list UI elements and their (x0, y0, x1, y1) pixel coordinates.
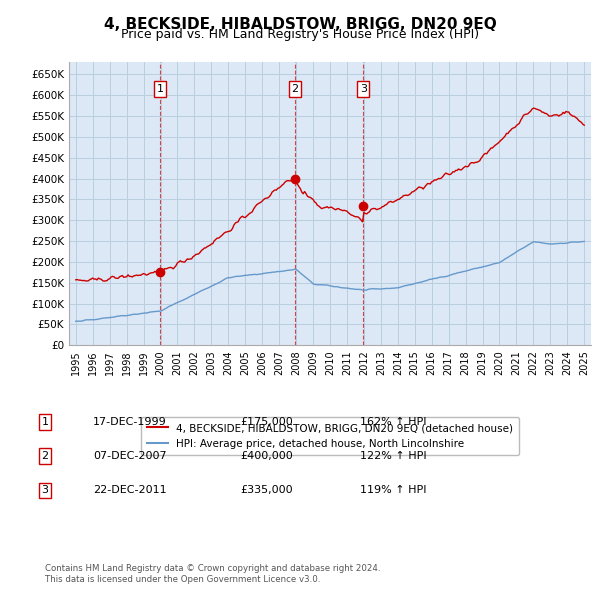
Text: 162% ↑ HPI: 162% ↑ HPI (360, 417, 427, 427)
Text: 3: 3 (41, 486, 49, 495)
Text: 3: 3 (360, 84, 367, 94)
Text: £335,000: £335,000 (240, 486, 293, 495)
Text: 22-DEC-2011: 22-DEC-2011 (93, 486, 167, 495)
Text: This data is licensed under the Open Government Licence v3.0.: This data is licensed under the Open Gov… (45, 575, 320, 584)
Text: £400,000: £400,000 (240, 451, 293, 461)
Legend: 4, BECKSIDE, HIBALDSTOW, BRIGG, DN20 9EQ (detached house), HPI: Average price, d: 4, BECKSIDE, HIBALDSTOW, BRIGG, DN20 9EQ… (140, 417, 520, 455)
Text: Contains HM Land Registry data © Crown copyright and database right 2024.: Contains HM Land Registry data © Crown c… (45, 565, 380, 573)
Text: 1: 1 (41, 417, 49, 427)
Text: 17-DEC-1999: 17-DEC-1999 (93, 417, 167, 427)
Text: 2: 2 (41, 451, 49, 461)
Text: Price paid vs. HM Land Registry's House Price Index (HPI): Price paid vs. HM Land Registry's House … (121, 28, 479, 41)
Text: 07-DEC-2007: 07-DEC-2007 (93, 451, 167, 461)
Text: 4, BECKSIDE, HIBALDSTOW, BRIGG, DN20 9EQ: 4, BECKSIDE, HIBALDSTOW, BRIGG, DN20 9EQ (104, 17, 496, 31)
Text: 122% ↑ HPI: 122% ↑ HPI (360, 451, 427, 461)
Text: 2: 2 (292, 84, 298, 94)
Text: 1: 1 (157, 84, 163, 94)
Text: 119% ↑ HPI: 119% ↑ HPI (360, 486, 427, 495)
Text: £175,000: £175,000 (240, 417, 293, 427)
